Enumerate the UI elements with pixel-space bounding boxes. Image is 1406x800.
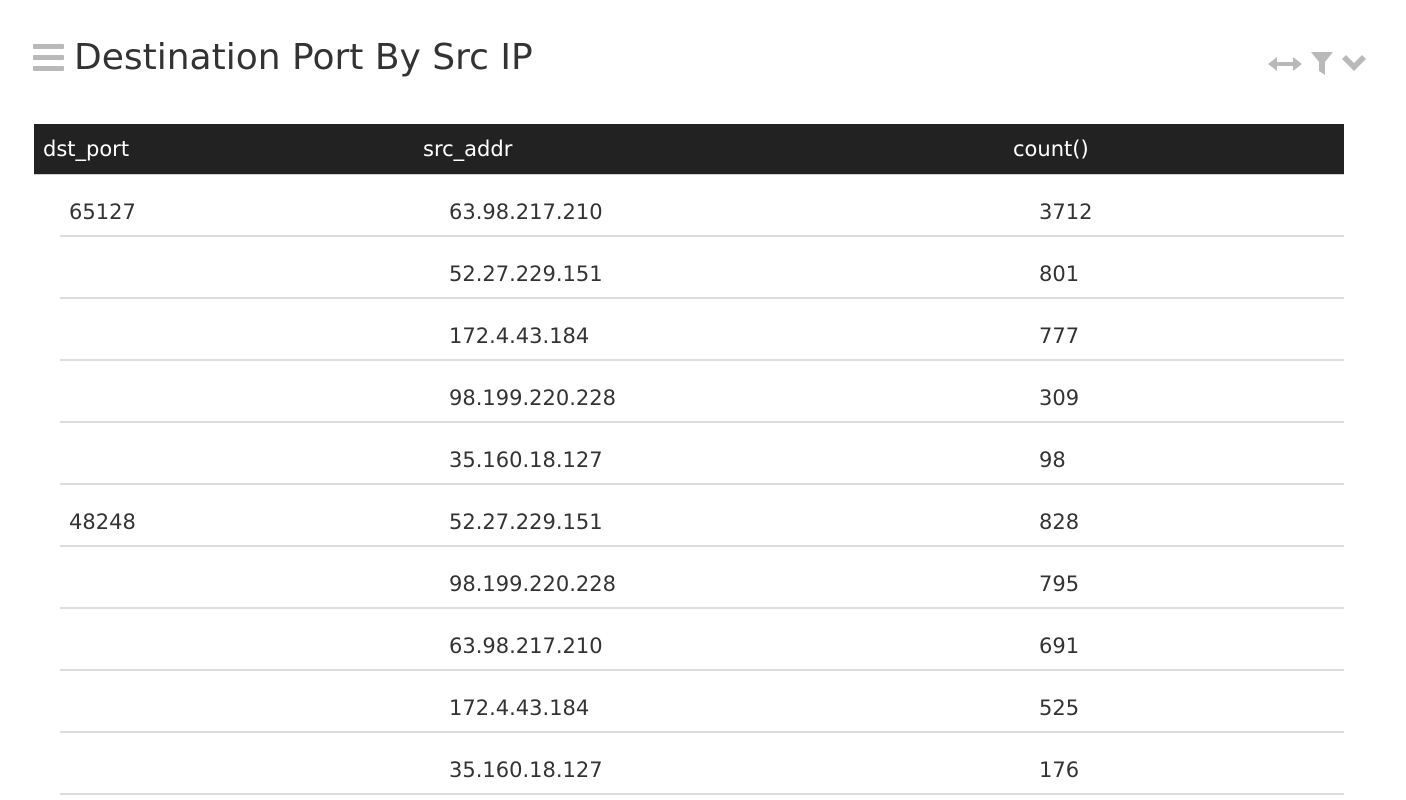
cell-src-addr: 98.199.220.228 [449,386,616,410]
table-row: 63.98.217.210 691 [60,609,1344,671]
table-body: 65127 63.98.217.210 3712 52.27.229.151 8… [34,175,1344,795]
cell-count: 525 [1039,696,1080,720]
cell-count: 691 [1039,634,1080,658]
cell-src-addr: 172.4.43.184 [449,324,590,348]
chevron-down-icon[interactable] [1340,54,1368,74]
table-row: 65127 63.98.217.210 3712 [60,175,1344,237]
cell-src-addr: 98.199.220.228 [449,572,616,596]
table-row: 35.160.18.127 176 [60,733,1344,795]
table-row: 35.160.18.127 98 [60,423,1344,485]
cell-count: 777 [1039,324,1080,348]
panel-title: Destination Port By Src IP [74,37,533,78]
filter-icon[interactable] [1310,51,1334,77]
horizontal-arrows-icon[interactable] [1266,54,1304,74]
column-header-src-addr[interactable]: src_addr [423,137,513,161]
cell-count: 828 [1039,510,1080,534]
cell-src-addr: 172.4.43.184 [449,696,590,720]
column-header-count[interactable]: count() [1013,137,1089,161]
cell-dst-port: 65127 [69,200,136,224]
table-row: 52.27.229.151 801 [60,237,1344,299]
panel-header: Destination Port By Src IP [0,0,1406,110]
hamburger-icon[interactable] [33,44,64,72]
cell-src-addr: 63.98.217.210 [449,200,603,224]
cell-src-addr: 63.98.217.210 [449,634,603,658]
cell-src-addr: 35.160.18.127 [449,448,603,472]
table-row: 48248 52.27.229.151 828 [60,485,1344,547]
table-row: 172.4.43.184 525 [60,671,1344,733]
table-row: 98.199.220.228 309 [60,361,1344,423]
cell-count: 795 [1039,572,1080,596]
cell-src-addr: 35.160.18.127 [449,758,603,782]
column-header-dst-port[interactable]: dst_port [43,137,130,161]
cell-count: 309 [1039,386,1080,410]
results-table: dst_port src_addr count() 65127 63.98.21… [34,124,1344,795]
table-row: 98.199.220.228 795 [60,547,1344,609]
cell-src-addr: 52.27.229.151 [449,262,603,286]
cell-count: 801 [1039,262,1080,286]
table-header: dst_port src_addr count() [34,124,1344,175]
cell-src-addr: 52.27.229.151 [449,510,603,534]
cell-count: 98 [1039,448,1066,472]
table-row: 172.4.43.184 777 [60,299,1344,361]
cell-count: 3712 [1039,200,1093,224]
cell-dst-port: 48248 [69,510,136,534]
panel-toolbar [1266,48,1368,80]
cell-count: 176 [1039,758,1080,782]
